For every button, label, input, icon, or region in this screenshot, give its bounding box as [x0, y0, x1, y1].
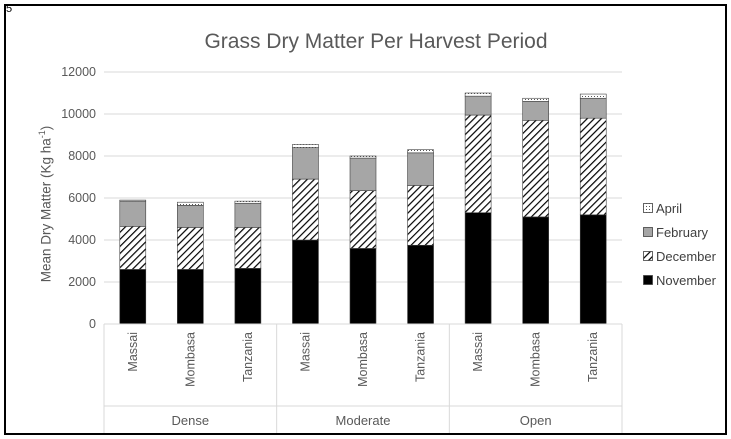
x-tick-label: Massai	[471, 332, 485, 372]
corner-mark: 5	[6, 3, 13, 15]
bar-segment-december	[177, 227, 204, 270]
bar-segment-april	[349, 155, 377, 159]
bar-segment-february	[579, 97, 607, 119]
bar-segment-november	[464, 212, 492, 325]
bar-segment-february	[464, 95, 492, 116]
bar-segment-december	[579, 117, 607, 216]
bar-segment-december	[522, 120, 549, 218]
x-tick-label: Massai	[298, 332, 312, 372]
bar-segment-april	[234, 200, 262, 204]
legend-swatch-april	[643, 203, 653, 213]
group-label: Moderate	[336, 413, 391, 428]
bar-segment-april	[522, 97, 549, 102]
y-tick-label: 0	[89, 317, 96, 331]
legend-item-april: April	[643, 196, 731, 220]
chart-title: Grass Dry Matter Per Harvest Period	[204, 30, 548, 53]
chart-canvas: 0 2000 4000 6000 8000 10000 12000 Massai Mombasa…	[61, 65, 623, 433]
legend-swatch-february	[643, 227, 653, 237]
legend: April February December November	[643, 196, 731, 292]
bar-segment-april	[407, 149, 434, 154]
bar-segment-december	[234, 227, 262, 269]
legend-item-november: November	[643, 268, 731, 292]
x-tick-label: Mombasa	[183, 332, 197, 387]
bar-segment-february	[177, 205, 204, 228]
x-tick-label: Massai	[126, 332, 140, 372]
bar-segment-november	[234, 268, 262, 325]
y-axis-label: Mean Dry Matter (Kg ha-1)	[37, 125, 54, 283]
bar-segment-april	[464, 92, 492, 97]
bar-segment-december	[407, 185, 434, 246]
bar-segment-december	[349, 190, 377, 249]
bar-segment-february	[407, 152, 434, 186]
legend-label: April	[656, 200, 683, 216]
y-tick-label: 10000	[61, 107, 96, 121]
bar-segment-november	[579, 214, 607, 325]
y-tick-label: 6000	[68, 191, 96, 205]
bar-segment-november	[522, 216, 549, 325]
chart-frame: 5 0 2000 4000 6000 8000 10000 12000 Massai Momba…	[4, 4, 727, 435]
x-tick-label: Tanzania	[414, 332, 428, 382]
bar-segment-april	[119, 199, 147, 202]
bar-segment-december	[292, 178, 319, 241]
x-tick-label: Mombasa	[529, 332, 543, 387]
bar-segment-november	[177, 269, 204, 325]
y-tick-label: 2000	[68, 275, 96, 289]
bar-segment-december	[464, 114, 492, 214]
bar-segment-november	[119, 269, 147, 325]
group-label: Open	[520, 413, 552, 428]
x-tick-label: Tanzania	[241, 332, 255, 382]
y-tick-label: 12000	[61, 65, 96, 79]
x-tick-label: Mombasa	[356, 332, 370, 387]
x-tick-label: Tanzania	[586, 332, 600, 382]
bar-segment-november	[349, 248, 377, 325]
legend-item-december: December	[643, 244, 731, 268]
bar-segment-november	[407, 244, 434, 325]
y-tick-label: 8000	[68, 149, 96, 163]
legend-swatch-november	[643, 275, 653, 285]
legend-label: December	[656, 248, 716, 264]
legend-swatch-december	[643, 251, 653, 261]
bar-segment-april	[579, 93, 607, 99]
legend-label: November	[656, 272, 716, 288]
bar-segment-february	[349, 157, 377, 191]
bar-segment-february	[292, 147, 319, 180]
bar-segment-february	[119, 200, 147, 227]
group-label: Dense	[172, 413, 210, 428]
legend-item-february: February	[643, 220, 731, 244]
bar-segment-november	[292, 239, 319, 325]
y-tick-label: 4000	[68, 233, 96, 247]
bar-segment-february	[522, 101, 549, 121]
bar-segment-february	[234, 202, 262, 228]
bar-segment-april	[177, 201, 204, 206]
bar-segment-april	[292, 144, 319, 148]
bar-segment-december	[119, 226, 147, 270]
legend-label: February	[656, 224, 709, 240]
